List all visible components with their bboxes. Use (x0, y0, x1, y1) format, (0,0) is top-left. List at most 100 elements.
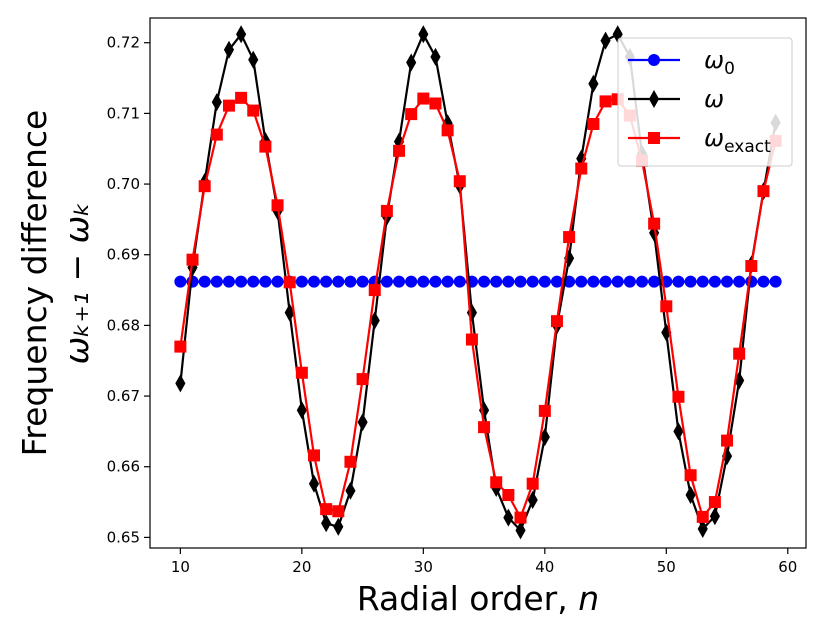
data-point (623, 275, 636, 288)
series-0 (174, 275, 782, 288)
x-tick-label: 60 (778, 558, 797, 576)
data-point (745, 275, 758, 288)
legend: ω0 ω ωexact (617, 37, 793, 167)
data-point (405, 108, 418, 121)
data-point (259, 140, 272, 153)
data-point (550, 315, 563, 328)
data-point (685, 485, 696, 505)
y-tick-label: 0.65 (107, 528, 140, 546)
data-point (320, 503, 333, 516)
data-point (271, 199, 284, 212)
data-point (210, 275, 223, 288)
data-point (745, 260, 758, 273)
data-point (515, 521, 526, 540)
data-point (490, 476, 503, 489)
data-point (708, 496, 721, 509)
data-point (527, 490, 538, 509)
data-point (490, 275, 503, 288)
data-point (441, 124, 454, 137)
data-point (271, 275, 284, 288)
plot-frame (149, 17, 807, 549)
data-point (308, 275, 320, 288)
legend-box (617, 37, 793, 167)
x-axis-label: Radial order, n (357, 579, 599, 618)
data-point (672, 390, 685, 403)
data-point (600, 31, 611, 50)
data-point (175, 374, 186, 393)
data-point (356, 275, 369, 288)
legend-label: ωexact (704, 124, 771, 157)
data-point (417, 92, 430, 105)
legend-entry: ω (628, 85, 724, 113)
data-point (733, 275, 746, 288)
legend-marker (648, 54, 660, 66)
y-axis-label-line1: Frequency difference (15, 110, 54, 457)
legend-entry: ω0 (628, 46, 735, 79)
data-point (174, 275, 187, 288)
data-point (575, 275, 588, 288)
data-point (320, 275, 333, 288)
data-point (672, 275, 685, 288)
data-point (356, 373, 369, 386)
data-point (514, 275, 527, 288)
data-point (611, 275, 624, 288)
x-tick-label: 50 (657, 558, 676, 576)
data-point (332, 275, 345, 288)
data-point (684, 275, 697, 288)
data-point (587, 118, 600, 130)
data-point (406, 53, 417, 72)
data-point (332, 505, 345, 518)
data-point (757, 185, 770, 198)
data-point (247, 275, 260, 288)
data-point (198, 275, 211, 288)
data-point (696, 510, 709, 523)
data-point (708, 275, 721, 288)
data-point (321, 514, 332, 533)
data-point (757, 275, 770, 288)
data-point (222, 275, 235, 288)
data-point (709, 507, 720, 526)
data-point (283, 276, 296, 289)
data-point (393, 144, 406, 157)
data-point (405, 275, 418, 288)
data-point (453, 275, 466, 288)
data-point (587, 275, 600, 288)
legend-label: ω (704, 85, 724, 113)
data-point (211, 93, 222, 112)
series-2 (174, 91, 782, 524)
legend-marker (648, 132, 660, 144)
data-point (769, 275, 782, 288)
data-point (344, 275, 357, 288)
data-point (550, 275, 563, 288)
data-point (502, 275, 515, 288)
data-point (296, 401, 307, 420)
data-point (393, 275, 406, 288)
data-point (308, 474, 320, 493)
data-point (441, 275, 454, 288)
data-point (198, 180, 211, 193)
data-point (503, 508, 514, 527)
data-point (648, 275, 661, 288)
data-point (418, 25, 429, 44)
y-axis-label-line2: ωₖ₊₁ − ωₖ (57, 202, 96, 365)
y-tick-label: 0.69 (107, 246, 140, 264)
data-point (248, 50, 259, 69)
data-point (223, 40, 235, 59)
legend-marker (648, 89, 660, 109)
data-point (465, 333, 478, 346)
data-point (563, 231, 576, 244)
data-point (502, 489, 515, 501)
data-point (345, 481, 356, 500)
legend-entry: ωexact (628, 124, 771, 157)
data-point (478, 275, 491, 288)
data-point (538, 404, 551, 417)
data-point (429, 97, 442, 110)
legend-label: ω0 (704, 46, 735, 79)
data-point (538, 275, 551, 288)
data-point (648, 217, 661, 230)
data-point (247, 104, 260, 117)
data-point (186, 253, 199, 266)
data-point (308, 449, 320, 462)
y-tick-label: 0.71 (107, 104, 140, 122)
